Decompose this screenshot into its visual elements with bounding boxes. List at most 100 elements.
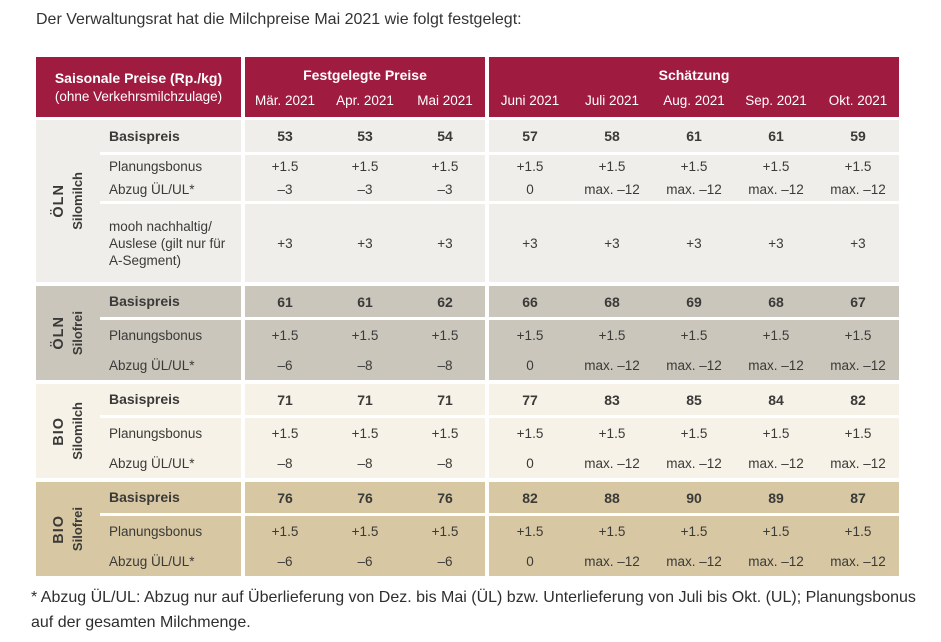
table-row: Planungsbonus +1.5 +1.5 +1.5 +1.5 +1.5 +…	[100, 516, 899, 546]
group-row-label: ÖLN Silofrei	[36, 286, 100, 380]
milk-price-table: Saisonale Preise (Rp./kg) (ohne Verkehrs…	[36, 57, 899, 576]
value-cell: max. –12	[830, 182, 886, 197]
row-label: Abzug ÜL/UL*	[109, 182, 195, 197]
row-label: Abzug ÜL/UL*	[109, 357, 195, 373]
table-row: Abzug ÜL/UL* –6 –6 –6 0 max. –12 max. –1…	[100, 546, 899, 576]
row-label: Basispreis	[109, 489, 180, 505]
value-cell: –6	[357, 553, 373, 569]
table-row: Basispreis 53 53 54 57 58 61 61 59	[100, 120, 899, 152]
value-cell: +1.5	[844, 425, 872, 441]
value-cell: +1.5	[844, 523, 872, 539]
value-cell: +1.5	[680, 327, 708, 343]
value-cell: max. –12	[830, 455, 886, 471]
value-cell: +1.5	[844, 327, 872, 343]
value-cell: max. –12	[666, 182, 722, 197]
value-cell: +1.5	[351, 159, 379, 174]
value-cell: 83	[604, 391, 620, 408]
value-cell: 53	[357, 128, 373, 144]
month-header: Juli 2021	[584, 92, 640, 108]
month-header: Mai 2021	[417, 92, 473, 108]
group-category-label: BIO	[51, 416, 67, 446]
value-cell: +1.5	[516, 327, 544, 343]
footnote: * Abzug ÜL/UL: Abzug nur auf Überlieferu…	[31, 589, 916, 631]
row-label: mooh nachhaltig/ Auslese (gilt nur für A…	[109, 218, 226, 268]
value-cell: +3	[850, 235, 866, 251]
value-cell: 59	[850, 128, 866, 144]
value-cell: 0	[526, 455, 534, 471]
value-cell: 82	[850, 391, 866, 408]
value-cell: –8	[437, 455, 453, 471]
value-cell: +1.5	[844, 159, 872, 174]
table-row: Basispreis 71 71 71 77 83 85 84 82	[100, 384, 899, 415]
value-cell: +1.5	[762, 425, 790, 441]
value-cell: +1.5	[431, 327, 459, 343]
value-cell: +1.5	[516, 523, 544, 539]
table-row: Basispreis 76 76 76 82 88 90 89 87	[100, 482, 899, 513]
value-cell: 76	[357, 489, 373, 506]
value-cell: +1.5	[680, 159, 708, 174]
month-header: Mär. 2021	[254, 92, 316, 108]
value-cell: +3	[357, 235, 373, 251]
value-cell: 71	[357, 391, 373, 408]
row-separator	[100, 415, 899, 418]
value-cell: –3	[357, 182, 373, 197]
value-cell: 54	[437, 128, 453, 144]
value-cell: +1.5	[351, 327, 379, 343]
table-row: Abzug ÜL/UL* –8 –8 –8 0 max. –12 max. –1…	[100, 448, 899, 478]
estimate-header-block: Schätzung Juni 2021 Juli 2021 Aug. 2021 …	[489, 57, 899, 117]
table-row: Abzug ÜL/UL* –3 –3 –3 0 max. –12 max. –1…	[100, 178, 899, 201]
value-cell: +1.5	[431, 523, 459, 539]
value-cell: max. –12	[584, 182, 640, 197]
value-cell: 53	[277, 128, 293, 144]
row-separator	[100, 317, 899, 320]
corner-header-line1: Saisonale Preise (Rp./kg)	[54, 69, 223, 86]
value-cell: 68	[768, 293, 784, 310]
group-subcategory-label: Silomilch	[70, 172, 85, 230]
value-cell: +1.5	[762, 523, 790, 539]
value-cell: –3	[277, 182, 293, 197]
value-cell: +1.5	[351, 425, 379, 441]
group-row-label: BIO Silofrei	[36, 482, 100, 576]
value-cell: 71	[277, 391, 293, 408]
value-cell: 82	[522, 489, 538, 506]
value-cell: 76	[277, 489, 293, 506]
value-cell: 77	[522, 391, 538, 408]
value-cell: max. –12	[584, 553, 640, 569]
value-cell: +1.5	[598, 327, 626, 343]
group-bio-silofrei: BIO Silofrei Basispreis 76 76 76 82 88 9…	[36, 482, 899, 576]
value-cell: max. –12	[584, 357, 640, 373]
value-cell: +1.5	[762, 327, 790, 343]
value-cell: 71	[437, 391, 453, 408]
value-cell: 62	[437, 293, 453, 310]
value-cell: 61	[357, 293, 373, 310]
value-cell: +1.5	[271, 425, 299, 441]
value-cell: +3	[277, 235, 293, 251]
value-cell: +1.5	[516, 159, 544, 174]
value-cell: –6	[277, 357, 293, 373]
table-row: Basispreis 61 61 62 66 68 69 68 67	[100, 286, 899, 317]
value-cell: max. –12	[830, 357, 886, 373]
value-cell: 66	[522, 293, 538, 310]
value-cell: max. –12	[748, 357, 804, 373]
value-cell: 68	[604, 293, 620, 310]
group-category-label: ÖLN	[51, 316, 67, 350]
value-cell: 85	[686, 391, 702, 408]
table-row: Abzug ÜL/UL* –6 –8 –8 0 max. –12 max. –1…	[100, 350, 899, 380]
value-cell: max. –12	[584, 455, 640, 471]
value-cell: 0	[526, 553, 534, 569]
row-label: Planungsbonus	[109, 425, 203, 441]
column-gap	[485, 57, 489, 117]
row-label: Planungsbonus	[109, 159, 203, 174]
value-cell: max. –12	[748, 182, 804, 197]
table-row: Planungsbonus +1.5 +1.5 +1.5 +1.5 +1.5 +…	[100, 320, 899, 350]
group-category-label: ÖLN	[51, 184, 67, 218]
value-cell: max. –12	[666, 455, 722, 471]
value-cell: max. –12	[748, 455, 804, 471]
value-cell: 58	[604, 128, 620, 144]
month-header: Okt. 2021	[828, 92, 888, 108]
value-cell: 61	[768, 128, 784, 144]
value-cell: +1.5	[271, 523, 299, 539]
row-label: Planungsbonus	[109, 523, 203, 539]
table-header: Saisonale Preise (Rp./kg) (ohne Verkehrs…	[36, 57, 899, 117]
